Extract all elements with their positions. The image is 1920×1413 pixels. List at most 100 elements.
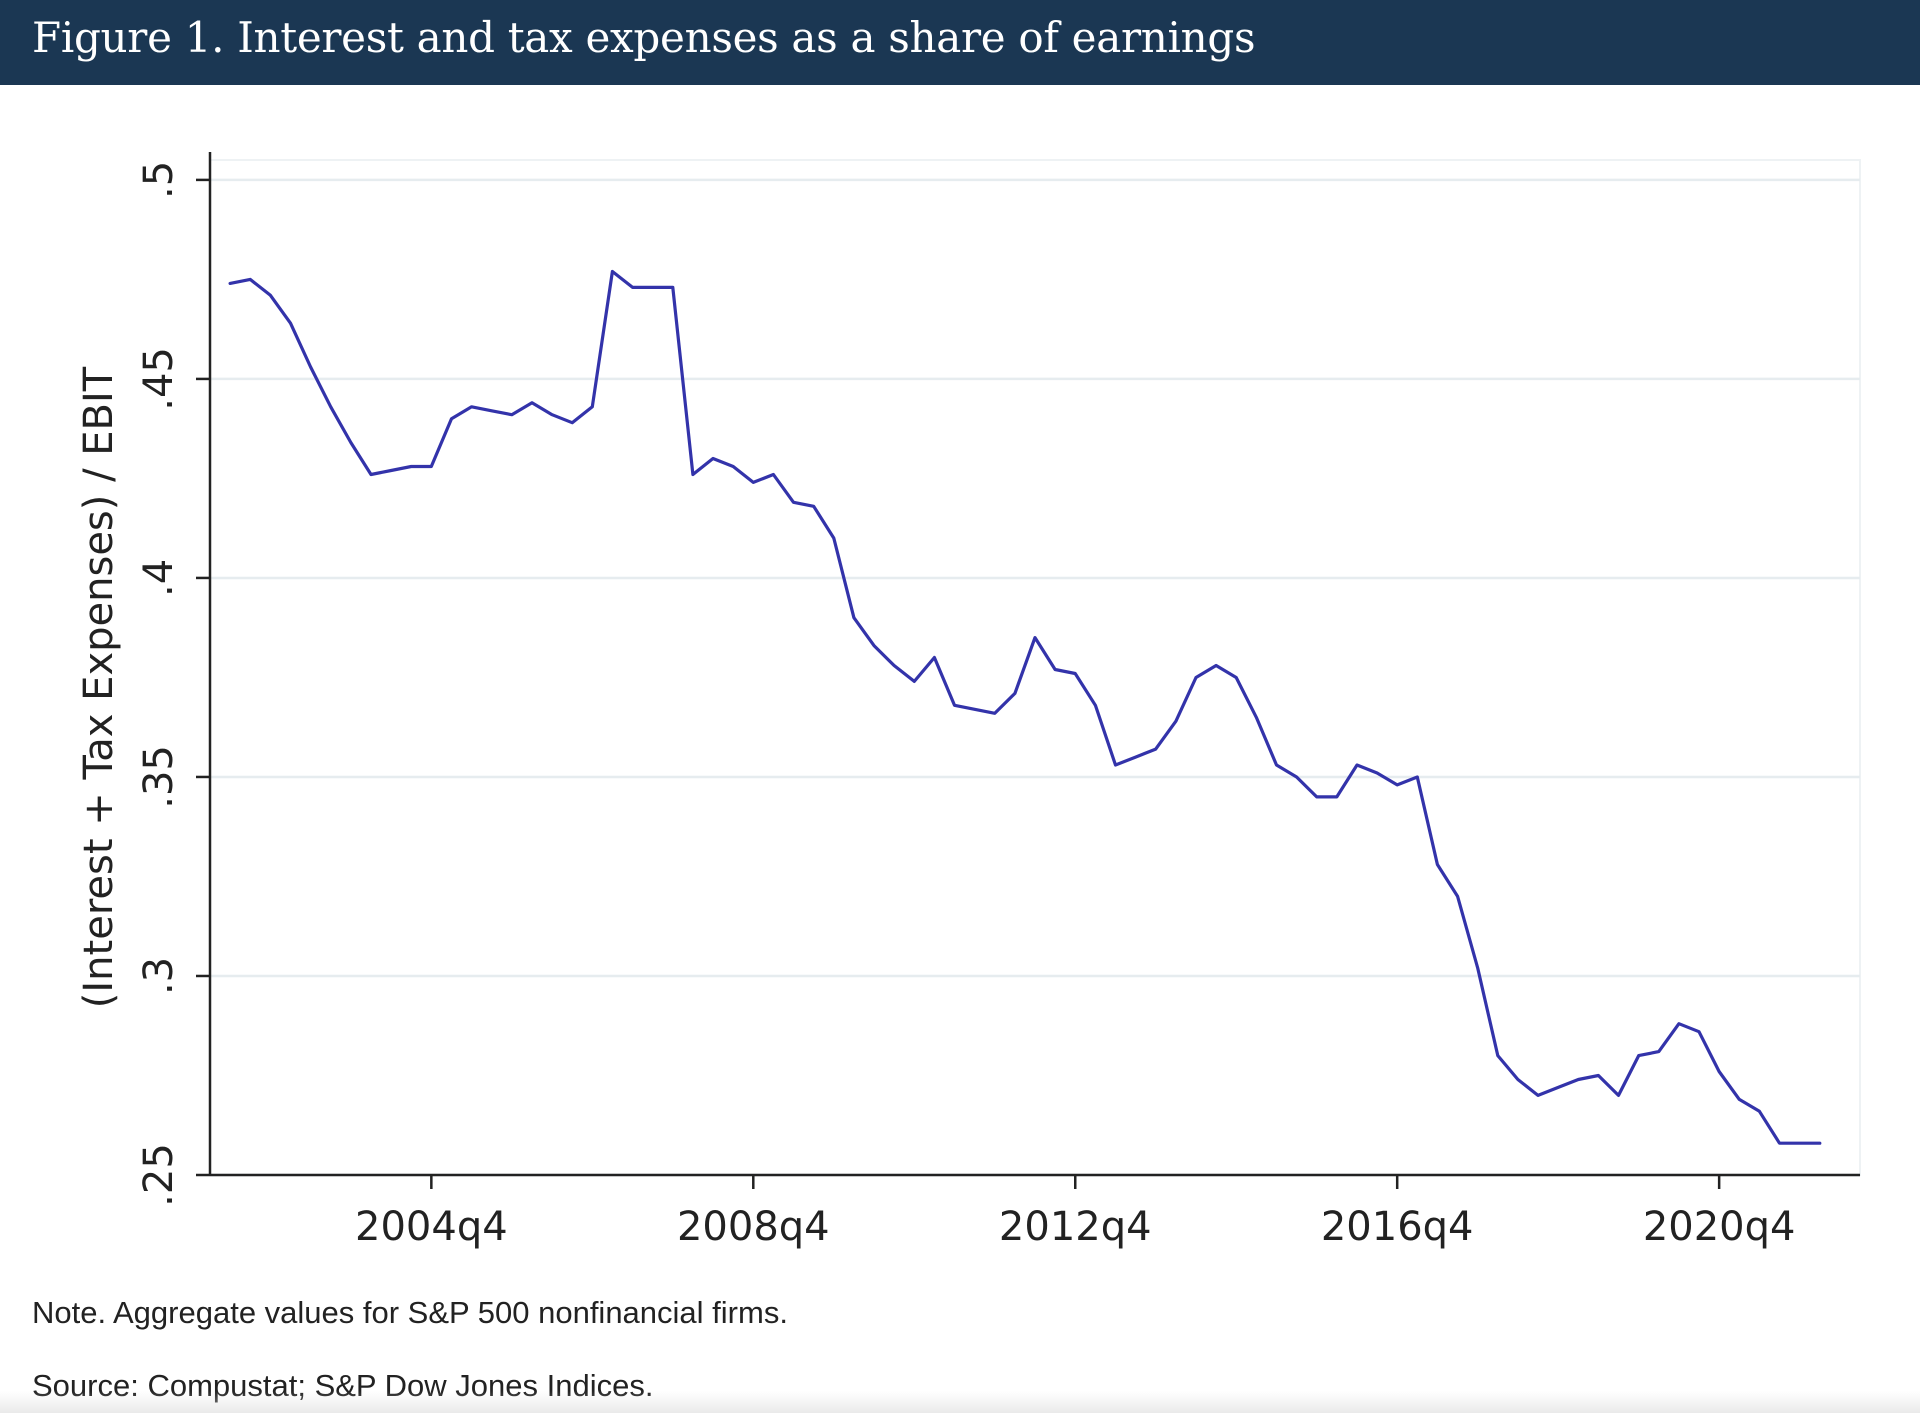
- data-point: [872, 644, 875, 647]
- data-point: [329, 405, 332, 408]
- data-point: [1134, 755, 1137, 758]
- data-point: [591, 405, 594, 408]
- data-point: [1637, 1054, 1640, 1057]
- x-tick-label: 2008q4: [677, 1204, 830, 1250]
- data-point: [1818, 1142, 1821, 1145]
- data-point: [812, 505, 815, 508]
- data-point: [1054, 668, 1057, 671]
- data-point: [450, 417, 453, 420]
- figure-note: Note. Aggregate values for S&P 500 nonfi…: [32, 1295, 788, 1330]
- data-point: [792, 501, 795, 504]
- data-point: [1496, 1054, 1499, 1057]
- data-point: [933, 656, 936, 659]
- data-point: [1154, 747, 1157, 750]
- y-tick-label: .3: [136, 957, 182, 995]
- data-point: [973, 708, 976, 711]
- data-point: [1697, 1030, 1700, 1033]
- data-point: [772, 473, 775, 476]
- data-point: [1255, 716, 1258, 719]
- y-tick-label: .5: [136, 161, 182, 199]
- data-point: [852, 616, 855, 619]
- data-point: [1275, 763, 1278, 766]
- y-tick-label: .25: [136, 1143, 182, 1207]
- data-point: [671, 286, 674, 289]
- data-point: [631, 286, 634, 289]
- x-tick-label: 2012q4: [999, 1204, 1152, 1250]
- data-point: [1416, 775, 1419, 778]
- data-point: [229, 282, 232, 285]
- data-point: [1013, 692, 1016, 695]
- data-point: [651, 286, 654, 289]
- data-point: [1536, 1094, 1539, 1097]
- data-point: [1677, 1022, 1680, 1025]
- data-point: [490, 409, 493, 412]
- data-point: [1718, 1070, 1721, 1073]
- x-tick-label: 2016q4: [1321, 1204, 1474, 1250]
- x-tick-label: 2020q4: [1643, 1204, 1796, 1250]
- data-point: [1476, 966, 1479, 969]
- y-tick-label: .45: [136, 347, 182, 411]
- chart-container: .25 .3 .35 .4 .45 .5 2004q4 2008q4 2012q4 2016q4 2…: [0, 85, 1920, 1275]
- data-point: [732, 465, 735, 468]
- y-tick-label: .4: [136, 559, 182, 597]
- data-point: [1214, 664, 1217, 667]
- plot-area: [209, 159, 1861, 1176]
- data-point: [349, 441, 352, 444]
- data-point: [249, 278, 252, 281]
- data-point: [1597, 1074, 1600, 1077]
- bottom-fade: [0, 1391, 1920, 1413]
- data-point: [470, 405, 473, 408]
- data-point: [369, 473, 372, 476]
- data-point: [410, 465, 413, 468]
- data-point: [1436, 863, 1439, 866]
- data-point: [1557, 1086, 1560, 1089]
- data-point: [711, 457, 714, 460]
- data-point: [389, 469, 392, 472]
- series-line-0: [228, 269, 1822, 1145]
- data-point: [993, 712, 996, 715]
- data-point: [1758, 1110, 1761, 1113]
- data-point: [893, 664, 896, 667]
- data-point: [1033, 636, 1036, 639]
- data-point: [1074, 672, 1077, 675]
- data-point: [309, 365, 312, 368]
- data-point: [1657, 1050, 1660, 1053]
- figure-title: Figure 1. Interest and tax expenses as a…: [32, 13, 1256, 62]
- data-point: [691, 473, 694, 476]
- y-tick-label: .35: [136, 745, 182, 809]
- data-point: [1396, 783, 1399, 786]
- data-point: [1617, 1094, 1620, 1097]
- data-point: [1778, 1142, 1781, 1145]
- y-axis-title: (Interest + Tax Expenses) / EBIT: [76, 366, 122, 1008]
- data-point: [430, 465, 433, 468]
- data-point: [530, 401, 533, 404]
- data-point: [1094, 704, 1097, 707]
- data-point: [953, 704, 956, 707]
- data-point: [1235, 676, 1238, 679]
- data-point: [1798, 1142, 1801, 1145]
- data-point: [1738, 1098, 1741, 1101]
- data-point: [913, 680, 916, 683]
- data-point: [1114, 763, 1117, 766]
- data-point: [1315, 795, 1318, 798]
- line-chart: .25 .3 .35 .4 .45 .5 2004q4 2008q4 2012q4 2016q4 2…: [76, 152, 1861, 1250]
- data-point: [571, 421, 574, 424]
- data-point: [832, 537, 835, 540]
- x-tick-label: 2004q4: [355, 1204, 508, 1250]
- data-point: [611, 270, 614, 273]
- data-point: [269, 294, 272, 297]
- data-point: [289, 322, 292, 325]
- data-point: [1355, 763, 1358, 766]
- data-point: [1577, 1078, 1580, 1081]
- data-point: [752, 481, 755, 484]
- data-point: [1516, 1078, 1519, 1081]
- data-point: [510, 413, 513, 416]
- data-point: [1194, 676, 1197, 679]
- data-point: [1295, 775, 1298, 778]
- data-point: [1375, 771, 1378, 774]
- figure-header: Figure 1. Interest and tax expenses as a…: [0, 0, 1920, 85]
- data-point: [1456, 895, 1459, 898]
- data-point: [1174, 720, 1177, 723]
- data-point: [1335, 795, 1338, 798]
- data-point: [550, 413, 553, 416]
